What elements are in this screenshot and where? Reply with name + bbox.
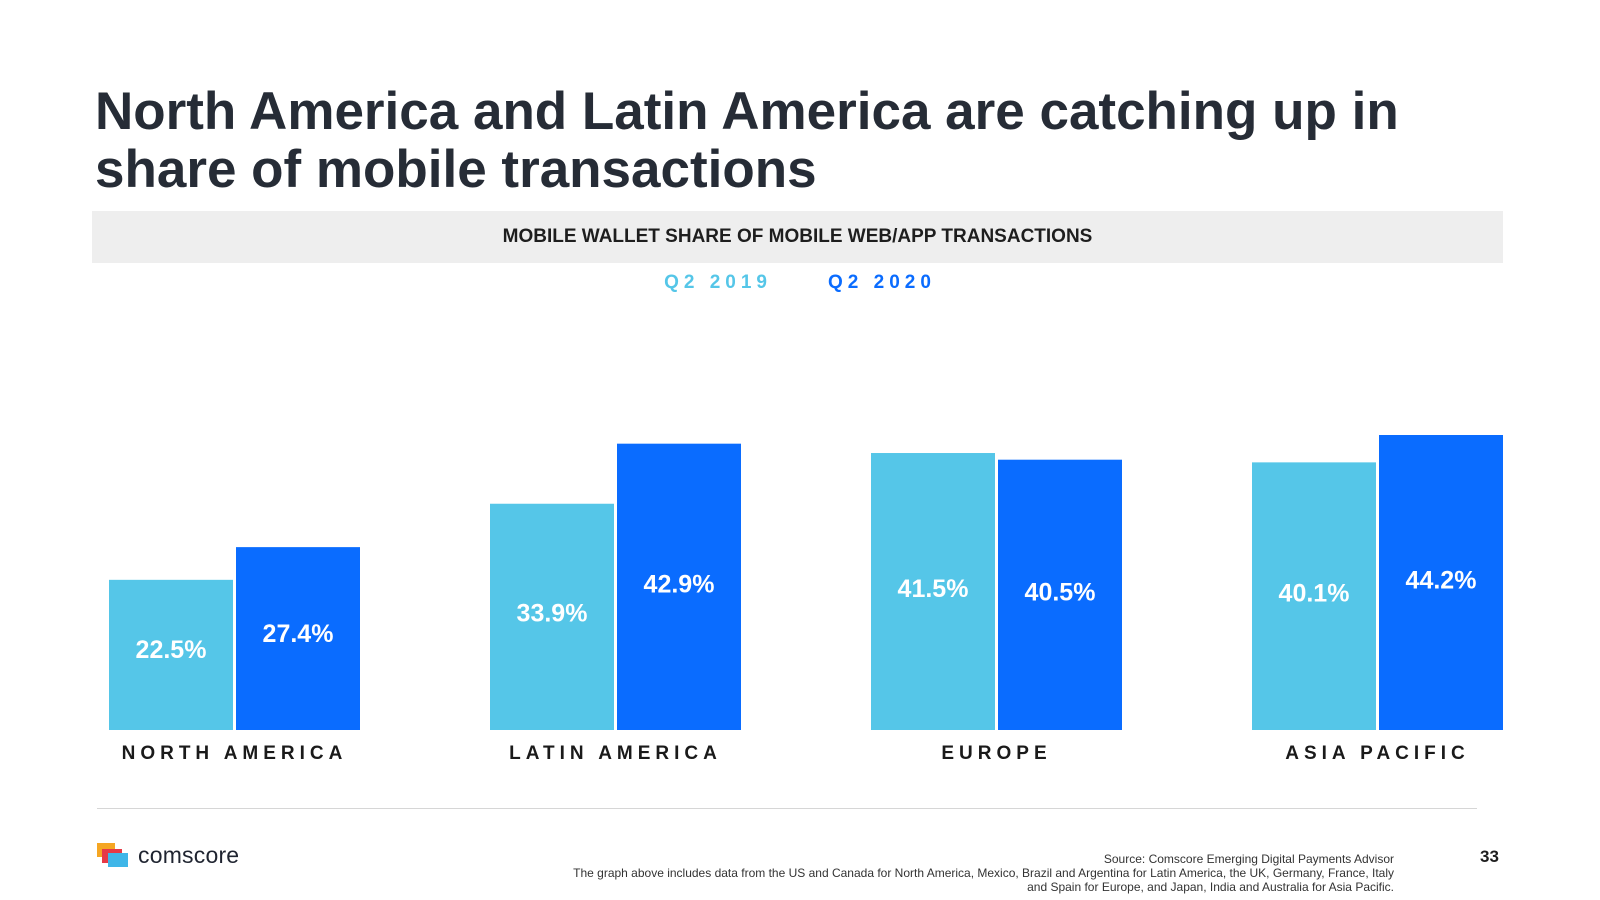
bar-latin-america-q2-2020 bbox=[617, 443, 741, 730]
data-note-line-1: The graph above includes data from the U… bbox=[573, 866, 1394, 880]
value-label-latin-america-q2-2020: 42.9% bbox=[644, 571, 715, 599]
value-label-europe-q2-2020: 40.5% bbox=[1025, 578, 1096, 606]
legend-item-q2-2020: Q2 2020 bbox=[828, 272, 936, 293]
bar-europe-q2-2020 bbox=[998, 459, 1122, 730]
slide-headline: North America and Latin America are catc… bbox=[95, 82, 1399, 199]
value-label-asia-pacific-q2-2019: 40.1% bbox=[1279, 580, 1350, 608]
value-label-north-america-q2-2020: 27.4% bbox=[263, 620, 334, 648]
bar-north-america-q2-2020 bbox=[236, 547, 360, 730]
category-label-asia-pacific: ASIA PACIFIC bbox=[1285, 743, 1470, 764]
bar-chart: 22.5% 27.4% NORTH AMERICA 33.9% 42.9% LATIN A… bbox=[109, 435, 1503, 764]
category-label-europe: EUROPE bbox=[941, 743, 1051, 764]
bar-north-america-q2-2019 bbox=[109, 579, 233, 730]
value-label-north-america-q2-2019: 22.5% bbox=[136, 636, 207, 664]
brand: comscore bbox=[96, 840, 239, 870]
value-label-asia-pacific-q2-2020: 44.2% bbox=[1406, 566, 1477, 594]
bar-asia-pacific-q2-2019 bbox=[1252, 462, 1376, 730]
value-label-latin-america-q2-2019: 33.9% bbox=[517, 599, 588, 627]
footer-divider bbox=[97, 808, 1477, 809]
source-note: Source: Comscore Emerging Digital Paymen… bbox=[1103, 852, 1394, 866]
legend-item-q2-2019: Q2 2019 bbox=[664, 272, 772, 293]
comscore-logo-icon bbox=[97, 843, 128, 867]
bar-europe-q2-2019 bbox=[871, 453, 995, 730]
category-label-north-america: NORTH AMERICA bbox=[122, 743, 348, 764]
footnote: Source: Comscore Emerging Digital Paymen… bbox=[434, 852, 1394, 894]
brand-name: comscore bbox=[138, 841, 240, 868]
page-number: 33 bbox=[1480, 847, 1499, 866]
chart-title: MOBILE WALLET SHARE OF MOBILE WEB/APP TR… bbox=[502, 226, 1093, 247]
data-note-line-2: and Spain for Europe, and Japan, India a… bbox=[1027, 880, 1394, 894]
chart-legend: Q2 2019 Q2 2020 bbox=[0, 270, 1600, 296]
value-label-europe-q2-2019: 41.5% bbox=[898, 575, 969, 603]
bar-latin-america-q2-2019 bbox=[490, 503, 614, 730]
chart-title-banner: MOBILE WALLET SHARE OF MOBILE WEB/APP TR… bbox=[92, 211, 1503, 263]
category-label-latin-america: LATIN AMERICA bbox=[509, 743, 722, 764]
bar-asia-pacific-q2-2020 bbox=[1379, 435, 1503, 730]
